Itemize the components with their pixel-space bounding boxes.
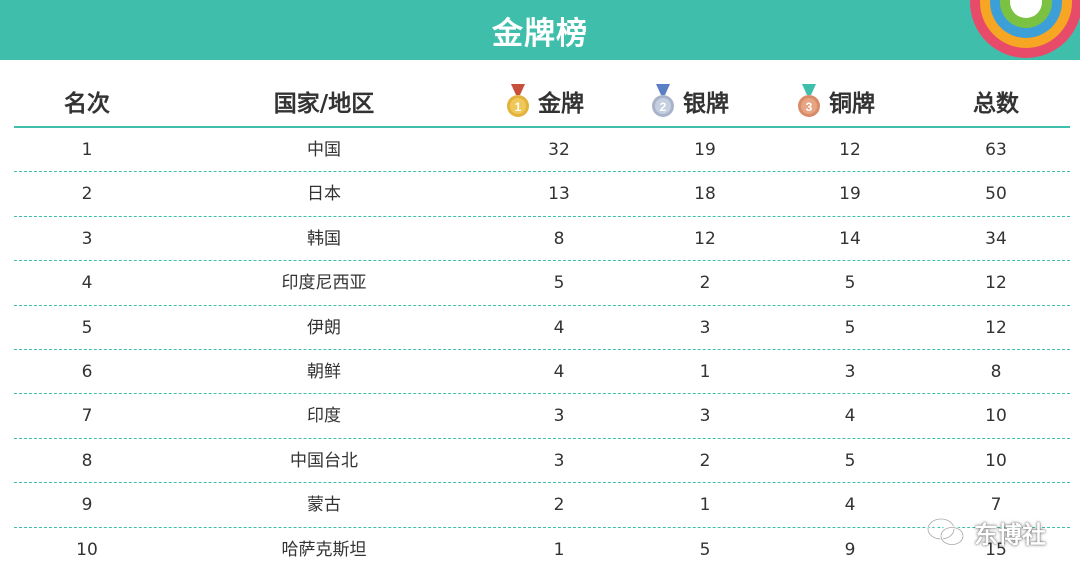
gold-count-cell: 4 <box>553 317 565 338</box>
games-logo-icon <box>970 0 1080 58</box>
country-cell: 中国 <box>307 140 341 160</box>
gold-count-cell: 4 <box>553 361 565 382</box>
rank-cell: 2 <box>81 184 93 205</box>
table-row: 4 印度尼西亚 5 2 5 12 <box>14 261 1070 306</box>
bronze-count-cell: 12 <box>839 140 861 160</box>
total-count-cell: 8 <box>990 361 1002 382</box>
rank-cell: 1 <box>81 140 93 160</box>
watermark-text: 东博社 <box>974 520 1046 549</box>
table-header: 名次 国家/地区 1 金牌 2 银牌 <box>14 76 1070 128</box>
silver-count-cell: 18 <box>694 184 716 205</box>
total-count-cell: 63 <box>985 140 1007 160</box>
country-cell: 印度尼西亚 <box>281 273 367 294</box>
bronze-count-cell: 5 <box>844 273 856 294</box>
country-cell: 日本 <box>307 184 341 205</box>
silver-count-cell: 19 <box>694 140 716 160</box>
gold-medal-icon: 1 <box>507 84 529 117</box>
silver-count-cell: 5 <box>699 539 711 560</box>
total-count-cell: 10 <box>985 406 1007 427</box>
rank-cell: 7 <box>81 406 93 427</box>
bronze-count-cell: 5 <box>844 450 856 471</box>
rank-cell: 10 <box>76 539 98 560</box>
table-row: 6 朝鲜 4 1 3 8 <box>14 350 1070 395</box>
table-row: 2 日本 13 18 19 50 <box>14 172 1070 217</box>
wechat-icon <box>926 517 965 546</box>
bronze-medal-icon: 3 <box>798 84 820 117</box>
table-row: 1 中国 32 19 12 63 <box>14 128 1070 173</box>
gold-count-cell: 13 <box>548 184 570 205</box>
table-row: 3 韩国 8 12 14 34 <box>14 217 1070 262</box>
silver-count-cell: 3 <box>699 406 711 427</box>
table-row: 5 伊朗 4 3 5 12 <box>14 306 1070 350</box>
rank-cell: 5 <box>81 317 93 338</box>
country-cell: 韩国 <box>307 228 341 249</box>
svg-text:1: 1 <box>515 100 522 114</box>
gold-count-cell: 2 <box>553 495 565 516</box>
title-banner: 金牌榜 <box>0 0 1080 60</box>
silver-count-cell: 12 <box>694 228 716 249</box>
bronze-count-cell: 4 <box>844 406 856 427</box>
country-cell: 伊朗 <box>307 317 341 338</box>
total-count-cell: 7 <box>990 495 1002 516</box>
total-count-cell: 15 <box>985 539 1007 560</box>
column-header-total: 总数 <box>973 91 1019 117</box>
column-header-gold: 1 金牌 <box>504 76 584 126</box>
gold-count-cell: 5 <box>553 273 565 294</box>
column-header-country: 国家/地区 <box>273 91 375 117</box>
gold-count-cell: 3 <box>553 406 565 427</box>
country-cell: 朝鲜 <box>307 361 341 382</box>
gold-count-cell: 32 <box>548 140 570 160</box>
silver-count-cell: 3 <box>699 317 711 338</box>
rank-cell: 9 <box>81 495 93 516</box>
gold-count-cell: 1 <box>553 539 565 560</box>
silver-count-cell: 2 <box>699 450 711 471</box>
country-cell: 蒙古 <box>307 495 341 516</box>
column-header-silver: 2 银牌 <box>649 76 729 126</box>
rank-cell: 4 <box>81 273 93 294</box>
svg-text:3: 3 <box>806 100 813 114</box>
column-header-bronze: 3 铜牌 <box>795 76 875 126</box>
medal-table-body: 1 中国 32 19 12 63 2 日本 13 18 19 50 3 韩国 8… <box>14 128 1070 572</box>
table-row: 7 印度 3 3 4 10 <box>14 394 1070 439</box>
table-row: 10 哈萨克斯坦 1 5 9 15 <box>14 528 1070 572</box>
bronze-count-cell: 3 <box>844 361 856 382</box>
silver-count-cell: 1 <box>699 361 711 382</box>
bronze-count-cell: 5 <box>844 317 856 338</box>
total-count-cell: 10 <box>985 450 1007 471</box>
country-cell: 印度 <box>307 406 341 427</box>
bronze-count-cell: 19 <box>839 184 861 205</box>
column-header-rank: 名次 <box>64 91 110 117</box>
total-count-cell: 34 <box>985 228 1007 249</box>
country-cell: 哈萨克斯坦 <box>281 539 367 560</box>
gold-count-cell: 3 <box>553 450 565 471</box>
bronze-count-cell: 4 <box>844 495 856 516</box>
rank-cell: 6 <box>81 361 93 382</box>
silver-count-cell: 1 <box>699 495 711 516</box>
svg-text:2: 2 <box>660 100 667 114</box>
gold-count-cell: 8 <box>553 228 565 249</box>
total-count-cell: 50 <box>985 184 1007 205</box>
bronze-count-cell: 14 <box>839 228 861 249</box>
country-cell: 中国台北 <box>290 450 358 471</box>
total-count-cell: 12 <box>985 273 1007 294</box>
rank-cell: 8 <box>81 450 93 471</box>
bronze-count-cell: 9 <box>844 539 856 560</box>
table-row: 8 中国台北 3 2 5 10 <box>14 439 1070 484</box>
total-count-cell: 12 <box>985 317 1007 338</box>
silver-count-cell: 2 <box>699 273 711 294</box>
page-title: 金牌榜 <box>492 15 588 52</box>
watermark: 东博社 <box>926 514 1046 550</box>
silver-medal-icon: 2 <box>652 84 674 117</box>
table-row: 9 蒙古 2 1 4 7 <box>14 483 1070 528</box>
rank-cell: 3 <box>81 228 93 249</box>
